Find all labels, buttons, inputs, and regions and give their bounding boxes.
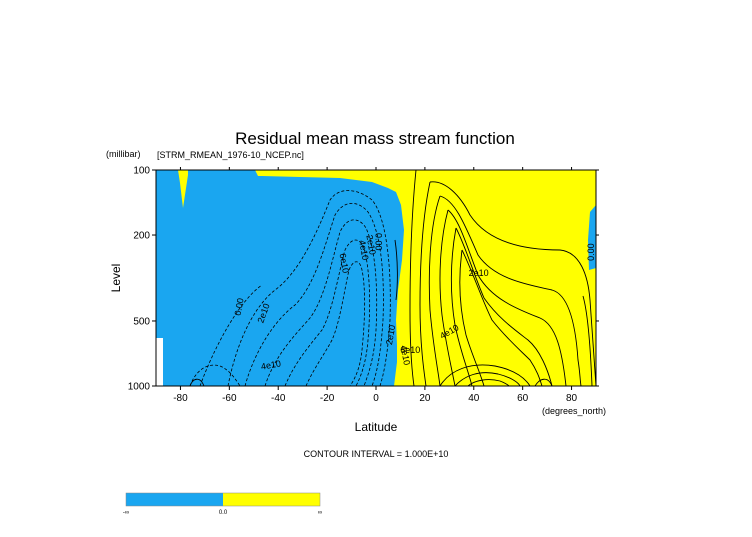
contour-label: 6e10 xyxy=(400,345,420,355)
x-tick-label: 60 xyxy=(517,393,529,404)
colorbar-label-max: ∞ xyxy=(318,510,322,516)
contour-label: 2e10 xyxy=(469,268,489,278)
y-tick-label: 200 xyxy=(133,231,150,242)
contour-label-text: 0.00 xyxy=(373,233,383,251)
y-tick-label: 500 xyxy=(133,316,150,327)
contour-label-text: 6e10 xyxy=(338,252,351,273)
plot-area: 0.00 2e104e106e104e102e100.002e104e102e10… xyxy=(156,170,596,386)
contour-label-text: 4e10 xyxy=(357,239,370,260)
positive-contours xyxy=(189,170,596,386)
contour-label: 2e10 xyxy=(384,324,397,345)
y-units: (millibar) xyxy=(106,149,141,159)
chart-subtitle: [STRM_RMEAN_1976-10_NCEP.nc] xyxy=(157,150,304,160)
white-gap-region xyxy=(156,338,163,386)
contour-label-text: 2e10 xyxy=(384,324,397,345)
x-tick-label: -60 xyxy=(222,393,237,404)
x-tick-label: -80 xyxy=(173,393,188,404)
colorbar-negative xyxy=(126,493,223,506)
contour-labels: 0.00 2e104e106e104e102e100.002e104e102e10… xyxy=(233,233,596,372)
colorbar-label-mid: 0.0 xyxy=(219,510,228,516)
contour-label-text: 4e10 xyxy=(260,358,281,371)
x-axis-label: Latitude xyxy=(355,420,398,434)
contour-label: 4e10 xyxy=(260,358,281,371)
chart-title: Residual mean mass stream function xyxy=(235,129,515,148)
x-tick-label: 20 xyxy=(419,393,431,404)
negative-contours xyxy=(189,190,391,386)
colorbar-label-min: -∞ xyxy=(123,510,129,516)
contour-label-text: 2e10 xyxy=(364,234,377,255)
negative-region xyxy=(156,170,404,386)
contour-label: 6e10 xyxy=(338,252,351,273)
x-axis: -80 -60 -40 -20 0 20 40 60 80 xyxy=(173,167,578,404)
contour-label: 4e10 xyxy=(399,344,412,365)
contour-label: 0.00 xyxy=(373,233,383,251)
x-units: (degrees_north) xyxy=(542,406,606,416)
x-tick-label: 0 xyxy=(373,393,379,404)
y-tick-label: 100 xyxy=(133,166,150,177)
negative-right-edge xyxy=(588,205,596,270)
colorbar-positive xyxy=(223,493,320,506)
contour-label-text: 4e10 xyxy=(399,344,412,365)
contour-label-text: 6e10 xyxy=(400,345,420,355)
contour-label: 0.00 xyxy=(586,243,596,261)
y-tick-label: 1000 xyxy=(128,382,151,393)
colorbar: -∞ 0.0 ∞ xyxy=(123,492,322,516)
contour-interval-text: CONTOUR INTERVAL = 1.000E+10 xyxy=(304,449,449,459)
y-axis: 100 200 500 1000 xyxy=(128,166,599,393)
contour-label: 4e10 xyxy=(357,239,370,260)
x-tick-label: -20 xyxy=(320,393,335,404)
contour-label: 0.00 xyxy=(233,297,246,316)
y-axis-label: Level xyxy=(109,264,123,293)
contour-label-text: 0.00 xyxy=(586,243,596,261)
x-tick-label: -40 xyxy=(271,393,286,404)
x-tick-label: 40 xyxy=(468,393,480,404)
contour-label-text: 0.00 xyxy=(233,297,246,316)
contour-label: 2e10 xyxy=(364,234,377,255)
contour-label-text: 2e10 xyxy=(469,268,489,278)
colorbar-frame xyxy=(125,492,321,507)
x-tick-label: 80 xyxy=(566,393,578,404)
